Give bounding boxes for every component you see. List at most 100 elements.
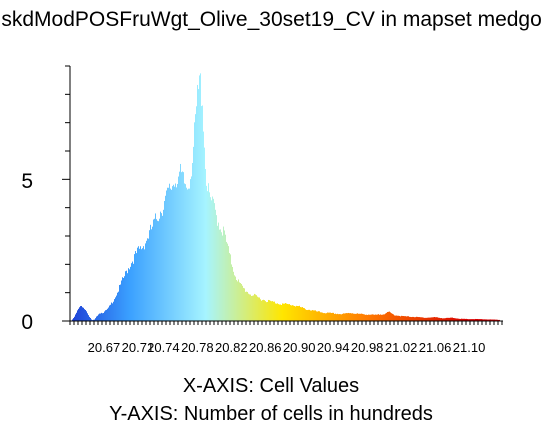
histogram-bar [396, 315, 397, 321]
histogram-bar [344, 313, 345, 321]
histogram-bar [448, 317, 449, 321]
histogram-bar [117, 292, 118, 321]
histogram-bar [445, 318, 446, 321]
histogram-bar [272, 301, 273, 321]
histogram-bar [239, 282, 240, 321]
histogram-bar [283, 303, 284, 321]
histogram-bar [380, 314, 381, 321]
histogram-bar [241, 284, 242, 321]
histogram-bar [116, 295, 117, 321]
histogram-bar [271, 301, 272, 321]
histogram-bar [444, 318, 445, 321]
histogram-bar [410, 316, 411, 321]
histogram-bar [378, 314, 379, 321]
histogram-bar [124, 276, 125, 321]
histogram-bar [423, 317, 424, 321]
histogram-bar [326, 313, 327, 321]
histogram-bar [328, 312, 329, 321]
histogram-bar [307, 310, 308, 321]
histogram-bar [113, 301, 114, 321]
histogram-bar [493, 319, 494, 321]
histogram-bar [454, 318, 455, 321]
histogram-bar [381, 314, 382, 321]
histogram-bar [88, 315, 89, 321]
histogram-bar [469, 319, 470, 321]
histogram-bar [175, 183, 176, 321]
histogram-bar [188, 188, 189, 321]
histogram-bar [358, 313, 359, 321]
histogram-bar [424, 317, 425, 321]
histogram-bar [336, 314, 337, 321]
histogram-bar [146, 240, 147, 321]
x-tick-label: 21.06 [419, 340, 452, 355]
histogram-bar [409, 316, 410, 321]
histogram-bar [248, 293, 249, 321]
histogram-bar [450, 317, 451, 321]
histogram-bar [311, 310, 312, 321]
histogram-bar [166, 190, 167, 321]
histogram-bar [436, 317, 437, 321]
histogram-bar [440, 318, 441, 321]
histogram-bar [373, 314, 374, 321]
histogram-bar [261, 300, 262, 321]
histogram-bar [206, 185, 207, 321]
histogram-bar [329, 312, 330, 321]
histogram-bar [324, 313, 325, 321]
x-axis-label: X-AXIS: Cell Values [183, 375, 359, 397]
histogram-bar [225, 234, 226, 321]
histogram-bar [164, 200, 165, 321]
histogram-bar [360, 313, 361, 321]
histogram-bar [219, 229, 220, 321]
histogram-bar [466, 318, 467, 321]
histogram-bar [184, 183, 185, 321]
histogram-bar [227, 243, 228, 321]
histogram-bar [446, 317, 447, 321]
histogram-bar [215, 209, 216, 321]
histogram-bar [345, 313, 346, 321]
histogram-bar [386, 312, 387, 321]
histogram-bar [460, 318, 461, 321]
histogram-bar [350, 313, 351, 321]
histogram-bar [342, 313, 343, 321]
histogram-bar [141, 249, 142, 321]
histogram-bar [189, 188, 190, 321]
histogram-bar [100, 313, 101, 321]
histogram-bar [465, 318, 466, 321]
histogram-bar [258, 297, 259, 321]
histogram-bar [385, 313, 386, 321]
histogram-bar [335, 313, 336, 321]
histogram-bar [130, 266, 131, 321]
histogram-bar [237, 281, 238, 321]
histogram-bar [363, 314, 364, 321]
histogram-bar [91, 319, 92, 321]
histogram-bar [367, 314, 368, 321]
histogram-bar [439, 317, 440, 321]
histogram-bar [314, 310, 315, 321]
x-tick-label: 20.94 [317, 340, 350, 355]
histogram-bar [233, 271, 234, 321]
histogram-bar [212, 196, 213, 321]
histogram-bar [459, 318, 460, 321]
histogram-bar [216, 215, 217, 321]
histogram-bar [432, 317, 433, 321]
histogram-bar [260, 299, 261, 321]
histogram-bar [321, 312, 322, 321]
histogram-bar [223, 226, 224, 321]
histogram-bar [348, 312, 349, 321]
histogram-bar [111, 302, 112, 321]
histogram-bar [127, 273, 128, 321]
histogram-bar [259, 297, 260, 321]
histogram-bar [281, 305, 282, 321]
histogram-bar [333, 312, 334, 321]
histogram-bar [242, 285, 243, 321]
histogram-bar [315, 310, 316, 321]
histogram-bar [191, 176, 192, 321]
histogram-bar [334, 313, 335, 321]
histogram-bar [464, 318, 465, 321]
histogram-bar [419, 317, 420, 321]
histogram-bar [76, 312, 77, 321]
y-minor-ticks [62, 65, 70, 322]
histogram-bar [75, 314, 76, 321]
histogram-bar [204, 147, 205, 321]
histogram-bar [437, 317, 438, 321]
